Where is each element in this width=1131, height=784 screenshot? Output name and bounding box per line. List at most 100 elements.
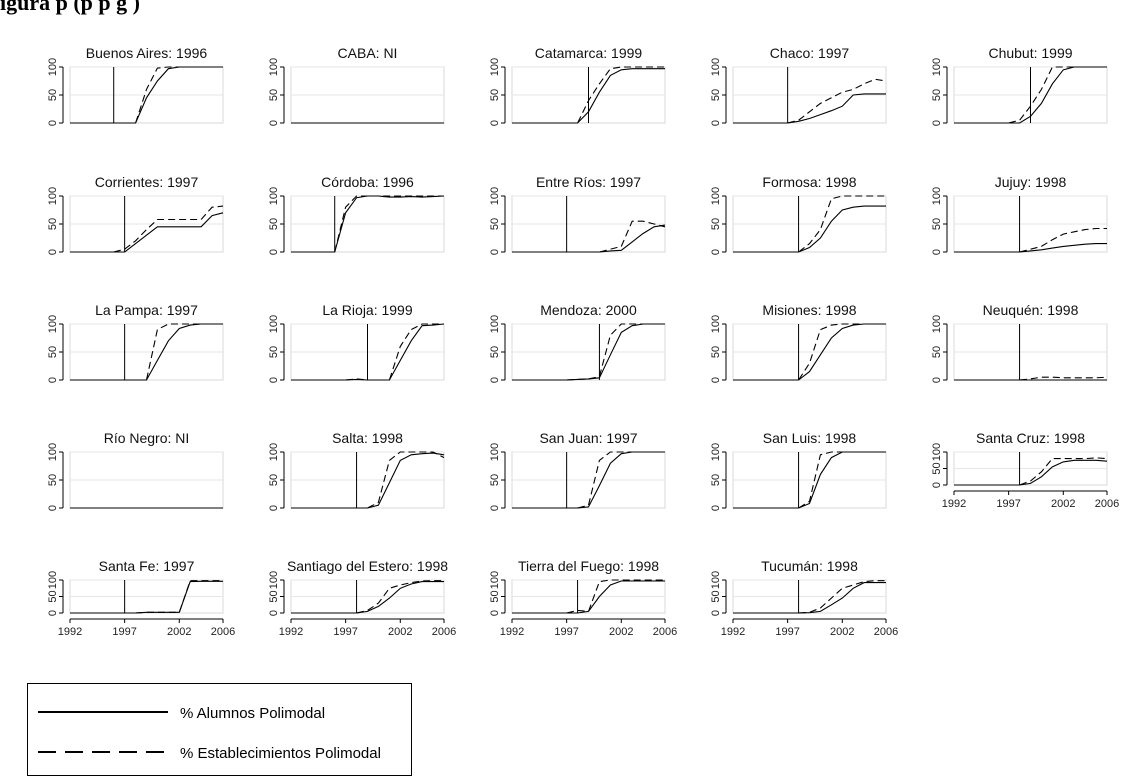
- x-tick-label: 2006: [432, 626, 456, 638]
- y-tick-label: 0: [268, 505, 280, 511]
- y-tick-label: 50: [47, 346, 59, 358]
- panel-caba-ni: CABA: NI 0 50 100: [268, 45, 445, 126]
- y-tick-label: 0: [47, 249, 59, 255]
- series-establecimientos-line: [954, 66, 1107, 124]
- panel-title: Santa Fe: 1997: [99, 558, 195, 574]
- y-tick-label: 50: [931, 218, 943, 230]
- y-tick-label: 0: [710, 120, 722, 126]
- x-tick-label: 1992: [942, 498, 966, 510]
- x-tick-label: 2002: [388, 626, 412, 638]
- y-tick-label: 0: [268, 120, 280, 126]
- legend-item-alumnos: % Alumnos Polimodal: [28, 702, 411, 726]
- y-tick-label: 0: [268, 610, 280, 616]
- panel-catamarca-1999: Catamarca: 1999 0 50 100: [489, 45, 666, 126]
- y-tick-label: 0: [931, 249, 943, 255]
- y-tick-label: 0: [931, 120, 943, 126]
- panel-la-rioja-1999: La Rioja: 1999 0 50 100: [268, 302, 445, 383]
- y-tick-label: 100: [931, 443, 943, 461]
- series-establecimientos-line: [70, 66, 223, 124]
- y-tick-label: 100: [489, 58, 501, 76]
- x-tick-label: 1992: [721, 626, 745, 638]
- y-tick-label: 0: [489, 610, 501, 616]
- panel-title: Mendoza: 2000: [540, 302, 637, 318]
- y-tick-label: 100: [489, 571, 501, 589]
- series-establecimientos-line: [733, 323, 886, 381]
- y-tick-label: 50: [710, 218, 722, 230]
- y-tick-label: 100: [710, 58, 722, 76]
- y-tick-label: 50: [489, 346, 501, 358]
- panel-title: San Juan: 1997: [539, 430, 637, 446]
- y-tick-label: 0: [931, 482, 943, 488]
- y-tick-label: 100: [710, 443, 722, 461]
- panel-title: San Luis: 1998: [763, 430, 857, 446]
- y-tick-label: 100: [489, 187, 501, 205]
- x-tick-label: 2006: [211, 626, 235, 638]
- panel-title: Tierra del Fuego: 1998: [518, 558, 659, 574]
- x-tick-label: 1992: [279, 626, 303, 638]
- x-tick-label: 1997: [112, 626, 136, 638]
- y-tick-label: 100: [47, 443, 59, 461]
- x-tick-label: 2002: [609, 626, 633, 638]
- panel-title: Salta: 1998: [332, 430, 403, 446]
- panel-rio-negro-ni: Río Negro: NI 0 50 100: [47, 430, 224, 511]
- panel-title: Santa Cruz: 1998: [976, 430, 1085, 446]
- panel-buenos-aires-1996: Buenos Aires: 1996 0 50 100: [47, 45, 224, 126]
- panel-chaco-1997: Chaco: 1997 0 50 100: [710, 45, 887, 126]
- y-tick-label: 50: [268, 89, 280, 101]
- x-tick-label: 2002: [1051, 498, 1075, 510]
- legend-label-establecimientos: % Establecimientos Polimodal: [180, 745, 381, 762]
- y-tick-label: 100: [710, 571, 722, 589]
- x-tick-label: 1997: [996, 498, 1020, 510]
- y-tick-label: 0: [47, 610, 59, 616]
- y-tick-label: 50: [931, 462, 943, 474]
- y-tick-label: 0: [268, 377, 280, 383]
- y-tick-label: 100: [47, 315, 59, 333]
- series-establecimientos-line: [512, 66, 665, 124]
- panel-title: Chubut: 1999: [988, 45, 1072, 61]
- y-tick-label: 50: [47, 89, 59, 101]
- series-establecimientos-line: [70, 580, 223, 614]
- y-tick-label: 0: [47, 120, 59, 126]
- x-tick-label: 2002: [830, 626, 854, 638]
- y-tick-label: 50: [931, 346, 943, 358]
- y-tick-label: 50: [268, 346, 280, 358]
- panel-title: Corrientes: 1997: [95, 174, 199, 190]
- panel-title: Neuquén: 1998: [983, 302, 1079, 318]
- legend-label-alumnos: % Alumnos Polimodal: [180, 705, 326, 722]
- y-tick-label: 100: [710, 315, 722, 333]
- y-tick-label: 100: [931, 315, 943, 333]
- y-tick-label: 0: [710, 505, 722, 511]
- panel-title: Catamarca: 1999: [535, 45, 643, 61]
- y-tick-label: 0: [489, 377, 501, 383]
- y-tick-label: 0: [489, 505, 501, 511]
- y-tick-label: 50: [710, 474, 722, 486]
- y-tick-label: 100: [47, 187, 59, 205]
- y-tick-label: 100: [489, 315, 501, 333]
- panel-title: Tucumán: 1998: [761, 558, 858, 574]
- x-tick-label: 1997: [775, 626, 799, 638]
- x-tick-label: 1992: [500, 626, 524, 638]
- series-establecimientos-line: [733, 451, 886, 509]
- x-tick-label: 1997: [554, 626, 578, 638]
- panel-misiones-1998: Misiones: 1998 0 50 100: [710, 302, 887, 383]
- x-tick-label: 2006: [874, 626, 898, 638]
- y-tick-label: 50: [489, 474, 501, 486]
- y-tick-label: 100: [47, 58, 59, 76]
- y-tick-label: 50: [931, 89, 943, 101]
- series-establecimientos-line: [512, 220, 666, 253]
- series-establecimientos-line: [70, 205, 224, 253]
- legend-dashed-swatch: [38, 751, 168, 753]
- y-tick-label: 50: [489, 590, 501, 602]
- y-tick-label: 100: [268, 443, 280, 461]
- y-tick-label: 0: [47, 377, 59, 383]
- y-tick-label: 0: [931, 377, 943, 383]
- legend-solid-swatch: [38, 711, 168, 713]
- panel-title: Santiago del Estero: 1998: [287, 558, 448, 574]
- y-tick-label: 0: [710, 249, 722, 255]
- panel-cordoba-1996: Córdoba: 1996 0 50 100: [268, 174, 445, 255]
- series-establecimientos-line: [291, 323, 444, 381]
